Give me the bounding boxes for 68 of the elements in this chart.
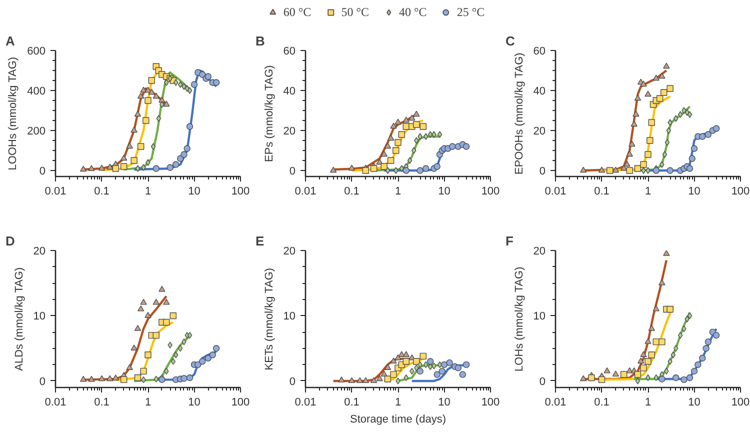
y-axis-title: KETs (mmol/kg TAG) (263, 268, 276, 370)
legend-label: 25 °C (456, 4, 485, 20)
x-tick-label: 10 (438, 396, 450, 408)
legend-label: 50 °C (341, 4, 369, 20)
y-tick-label: 60 (533, 46, 546, 58)
x-tick-label: 1 (394, 186, 402, 198)
x-tick-label: 10 (188, 396, 200, 408)
legend-label: 40 °C (399, 4, 427, 20)
y-tick-label: 20 (283, 246, 296, 258)
x-tick-label: 100 (231, 186, 250, 198)
y-tick-label: 20 (283, 126, 296, 138)
x-tick-label: 100 (481, 396, 500, 408)
y-tick-label: 400 (27, 86, 46, 98)
y-axis-title: EPOOHs (mmol/kg TAG) (513, 52, 526, 175)
x-tick-label: 100 (231, 396, 250, 408)
x-tick-label: 0.01 (544, 396, 566, 408)
x-tick-label: 0.1 (94, 186, 110, 198)
y-tick-label: 0 (39, 376, 46, 388)
x-tick-label: 1 (144, 396, 152, 408)
x-tick-label: 10 (188, 186, 200, 198)
x-tick-label: 100 (481, 186, 500, 198)
x-tick-label: 10 (688, 186, 700, 198)
y-tick-label: 40 (533, 86, 546, 98)
y-tick-label: 10 (283, 310, 296, 323)
y-tick-label: 20 (533, 126, 546, 138)
x-tick-label: 0.1 (594, 396, 610, 408)
x-tick-label: 0.1 (94, 396, 110, 408)
chart-title: E (256, 234, 264, 248)
x-tick-label: 1 (644, 186, 652, 198)
x-tick-label: 1 (394, 396, 402, 408)
legend-label: 60 °C (283, 4, 312, 20)
x-tick-label: 0.01 (294, 186, 316, 198)
x-tick-label: 1 (644, 396, 652, 408)
y-tick-label: 20 (533, 246, 546, 258)
x-tick-label: 0.01 (44, 396, 66, 408)
y-tick-label: 0 (39, 166, 46, 178)
y-tick-label: 600 (27, 46, 46, 58)
chart-title: F (506, 234, 514, 248)
chart-title: B (256, 34, 265, 48)
y-tick-label: 10 (33, 310, 46, 323)
y-tick-label: 0 (539, 376, 546, 388)
y-tick-label: 0 (289, 166, 296, 178)
x-tick-label: 1 (144, 186, 152, 198)
x-tick-label: 10 (688, 396, 700, 408)
x-axis-title: Storage time (days) (350, 414, 446, 426)
x-tick-label: 100 (731, 186, 750, 198)
x-tick-label: 0.1 (344, 396, 360, 408)
y-axis-title: LOHs (mmol/kg TAG) (513, 266, 526, 372)
x-tick-label: 0.01 (544, 186, 566, 198)
x-tick-label: 0.01 (44, 186, 66, 198)
x-tick-label: 10 (438, 186, 450, 198)
y-tick-label: 0 (539, 166, 546, 178)
x-tick-label: 0.01 (294, 396, 316, 408)
x-tick-label: 0.1 (344, 186, 360, 198)
y-tick-label: 20 (33, 246, 46, 258)
y-axis-title: LOOHs (mmol/kg TAG) (7, 56, 20, 170)
chart-title: D (6, 234, 15, 248)
y-tick-label: 60 (283, 46, 296, 58)
y-tick-label: 10 (533, 310, 546, 323)
y-axis-title: EPs (mmol/kg TAG) (263, 65, 276, 162)
chart-title: A (6, 34, 16, 48)
y-axis-title: ALDs (mmol/kg TAG) (13, 267, 26, 371)
x-tick-label: 100 (731, 396, 750, 408)
y-tick-label: 0 (289, 376, 296, 388)
y-tick-label: 40 (283, 86, 296, 98)
chart-title: C (506, 34, 516, 48)
x-tick-label: 0.1 (594, 186, 610, 198)
y-tick-label: 200 (27, 126, 46, 138)
